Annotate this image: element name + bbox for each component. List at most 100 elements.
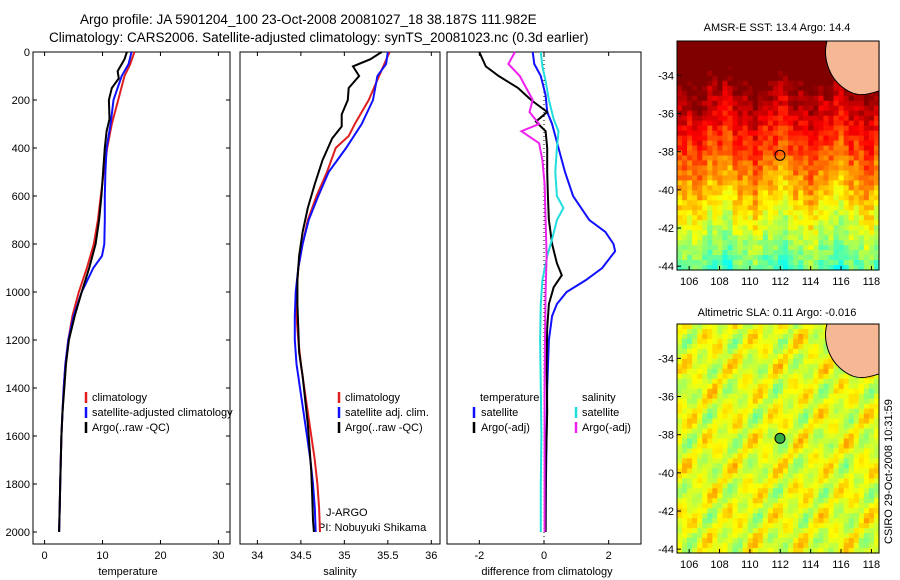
map-cell <box>778 125 784 132</box>
map-cell <box>848 518 855 524</box>
map-cell <box>752 135 759 142</box>
map-cell <box>712 493 718 499</box>
map-cell <box>737 110 744 117</box>
map-cell <box>712 95 718 102</box>
map-cell <box>823 190 830 196</box>
map-cell <box>767 115 774 122</box>
map-cell <box>682 150 688 157</box>
map-cell <box>818 240 825 246</box>
map-cell <box>823 155 830 162</box>
map-cell <box>732 230 739 236</box>
map-cell <box>778 41 784 47</box>
map-cell <box>798 260 804 266</box>
map-cell <box>737 528 744 534</box>
map-cell <box>828 150 835 157</box>
map-cell <box>813 523 819 529</box>
map-cell <box>722 70 729 77</box>
map-cell <box>818 438 825 445</box>
map-cell <box>823 140 830 147</box>
map-cell <box>707 160 713 167</box>
map-cell <box>707 210 713 216</box>
map-cell <box>682 453 688 460</box>
map-cell <box>762 368 769 375</box>
map-cell <box>803 170 809 177</box>
map-cell <box>757 423 764 430</box>
map-cell <box>697 324 703 330</box>
map-cell <box>697 498 703 504</box>
map-cell <box>697 130 703 137</box>
map-cell <box>803 458 809 464</box>
map-cell <box>757 548 764 554</box>
map-cell <box>727 438 734 445</box>
map-cell <box>697 453 703 460</box>
map-cell <box>828 95 835 102</box>
map-cell <box>727 195 734 201</box>
map-cell <box>722 155 729 162</box>
map-cell <box>772 205 779 211</box>
x-tick-label: 35.5 <box>377 550 398 562</box>
map-cell <box>692 195 698 201</box>
map-cell <box>697 408 703 415</box>
map-cell <box>783 548 789 554</box>
map-cell <box>762 488 769 494</box>
map-cell <box>868 418 875 425</box>
map-cell <box>833 215 840 221</box>
map-cell <box>747 200 754 206</box>
map-cell <box>823 210 830 216</box>
map-cell <box>722 170 729 177</box>
map-cell <box>848 443 855 450</box>
map-cell <box>843 180 850 186</box>
map-cell <box>717 175 724 181</box>
map-cell <box>803 523 809 529</box>
map-cell <box>697 338 703 345</box>
map-cell <box>717 418 724 425</box>
map-cell <box>682 483 688 489</box>
map-cell <box>818 185 825 191</box>
map-cell <box>808 478 814 484</box>
map-cell <box>712 463 718 469</box>
map-cell <box>772 413 779 420</box>
map-cell <box>687 260 693 266</box>
map-cell <box>697 90 703 97</box>
map-cell <box>767 528 774 534</box>
map-cell <box>687 220 693 226</box>
map-cell <box>778 443 784 450</box>
map-cell <box>687 343 693 350</box>
map-cell <box>853 230 860 236</box>
map-cell <box>868 225 875 231</box>
map-cell <box>752 50 759 57</box>
map-cell <box>677 130 683 137</box>
map-cell <box>823 145 830 152</box>
map-cell <box>747 235 754 241</box>
map-cell <box>798 120 804 127</box>
map-cell <box>838 160 845 167</box>
map-cell <box>833 443 840 450</box>
map-cell <box>843 235 850 241</box>
map-cell <box>767 333 774 340</box>
map-cell <box>732 348 739 355</box>
map-cell <box>767 438 774 445</box>
map-cell <box>737 210 744 216</box>
map-cell <box>803 358 809 365</box>
map-cell <box>682 538 688 544</box>
map-cell <box>858 538 865 544</box>
map-cell <box>742 260 749 266</box>
map-cell <box>808 155 814 162</box>
map-cell <box>707 418 713 425</box>
map-cell <box>813 250 819 256</box>
map-cell <box>798 508 804 514</box>
map-cell <box>868 393 875 400</box>
map-cell <box>788 250 794 256</box>
map-cell <box>727 225 734 231</box>
map-cell <box>692 170 698 177</box>
map-cell <box>707 175 713 181</box>
map-cell <box>813 373 819 380</box>
map-cell <box>697 438 703 445</box>
map-cell <box>798 538 804 544</box>
map-cell <box>772 70 779 77</box>
map-cell <box>808 110 814 117</box>
series-line-salinity-satellite <box>539 51 565 532</box>
map-cell <box>853 265 860 271</box>
map-cell <box>767 413 774 420</box>
map-cell <box>808 75 814 82</box>
